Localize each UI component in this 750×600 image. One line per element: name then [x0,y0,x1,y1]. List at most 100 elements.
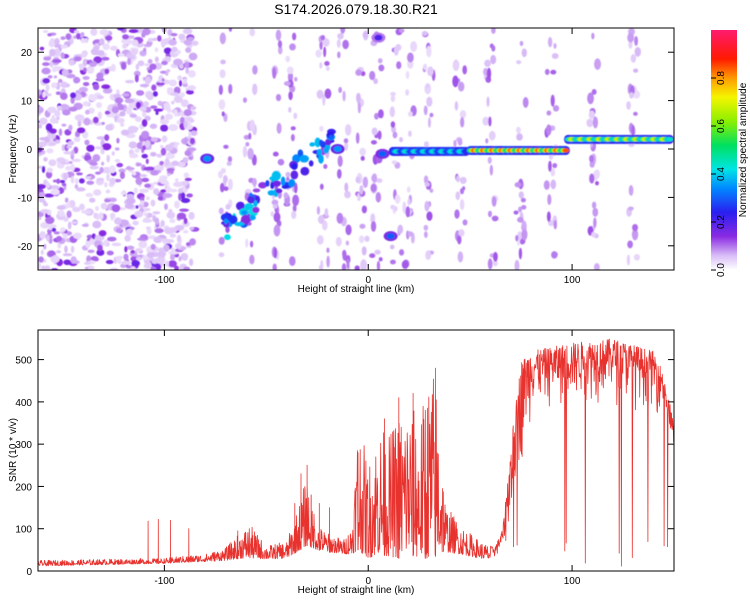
spectrogram-noise-cell [85,240,91,249]
spectrogram-noise-cell [82,76,90,80]
spectrogram-streak-cell [546,211,551,222]
spectrogram-noise-cell [92,154,101,162]
spectrogram-noise-cell [173,181,183,187]
spectrogram-noise-cell [68,160,73,164]
spectrogram-noise-cell [109,93,114,101]
spectrogram-streak-cell [489,164,494,176]
spectrogram-streak-cell [389,106,395,118]
spectrogram-streak-cell [452,59,460,72]
spectrogram-noise-cell [70,92,77,99]
spectrogram-noise-cell [156,251,167,257]
spectrogram-noise-cell [58,128,63,137]
spectrogram-noise-cell [101,161,105,166]
spectrogram-noise-cell [159,70,168,74]
spectrogram-noise-cell [120,129,130,136]
spectrogram-noise-cell [128,141,138,149]
spectrogram-streak-cell [389,259,396,265]
spectrogram-noise-cell [44,93,52,97]
spectrogram-noise-cell [187,85,196,91]
spectrogram-streak-cell [453,139,457,148]
spectrogram-track-cell [253,200,258,208]
spectrogram-noise-cell [179,116,185,124]
spectrogram-noise-cell [56,157,66,163]
spectrogram-noise-cell [78,86,89,93]
spectrogram-streak-cell [586,118,594,128]
spectrogram-streak-cell [591,89,597,95]
spectrogram-noise-cell [169,218,176,224]
spectrogram-streak-cell [337,51,341,59]
spectrogram-noise-cell [186,147,197,152]
spectrogram-streak-cell [289,43,296,51]
spectrogram-noise-cell [42,78,50,84]
spectrogram-noise-cell [92,83,100,91]
spectrogram-spot [378,150,387,157]
spectrogram-noise-cell [84,139,90,146]
spectrogram-noise-cell [165,185,171,193]
spectrogram-noise-cell [170,247,176,255]
spectrogram-noise-cell [127,125,138,134]
spectrogram-noise-cell [70,256,77,264]
spectrogram-noise-cell [182,78,188,85]
spectrogram-noise-cell [174,200,180,209]
spectrogram-noise-cell [185,89,194,95]
spectrogram-noise-cell [98,38,105,46]
spectrogram-noise-cell [168,79,177,87]
spectrogram-noise-cell [101,143,112,151]
spectrogram-streak-cell [390,95,396,102]
spectrogram-streak-cell [371,127,378,136]
spectrogram-noise-cell [54,38,60,46]
spectrogram-streak-cell [458,229,465,237]
spectrogram-streak-cell [551,53,559,59]
spectrogram-streak-cell [376,260,381,270]
spectrogram-noise-cell [68,106,78,112]
spectrogram-noise-cell [56,178,61,184]
spectrogram-track-cell [299,155,309,163]
spectrogram-noise-cell [150,199,156,207]
spectrogram-streak-cell [514,259,520,270]
spectrogram-streak-cell [457,251,464,263]
spectrogram-noise-cell [111,242,122,247]
spectrogram-noise-cell [51,227,57,232]
spectrogram-streak-cell [592,116,599,129]
spectrogram-noise-cell [161,135,168,143]
spectrogram-noise-cell [154,217,160,225]
spectrogram-noise-cell [183,109,192,117]
spectrogram-noise-cell [42,29,49,34]
spectrogram-noise-cell [68,59,75,66]
spectrogram-noise-cell [150,137,158,142]
spectrogram-streak-cell [316,206,321,215]
spectrogram-streak-cell [252,65,258,75]
colorbar-tick-label: 0.6 [716,119,727,133]
spectrogram-noise-cell [141,153,148,159]
spectrogram-streak-cell [273,247,278,259]
spectrogram-track-cell [241,210,248,215]
spectrogram-noise-cell [137,60,145,67]
snr-frame [37,329,675,572]
spectrogram-streak-cell [323,46,327,58]
spectrogram-noise-cell [43,56,52,61]
spectrogram-streak-cell [631,124,635,137]
spectrogram-streak-cell [226,161,232,166]
spectrogram-streak-cell [406,186,411,193]
spectrogram-noise-cell [173,58,183,66]
spectrogram-noise-cell [65,33,72,41]
spectrogram-noise-cell [99,166,104,174]
spectrogram-noise-cell [178,192,182,201]
spectrogram-streak-cell [459,110,467,119]
spectrogram-streak-cell [491,215,499,222]
spectrogram-noise-cell [180,197,191,204]
spectrogram-streak-cell [223,144,229,149]
spectrogram-noise-cell [101,121,105,125]
spectrogram-noise-cell [96,177,105,181]
spectrogram-streak-cell [316,89,324,99]
spectrogram-noise-cell [86,265,95,270]
spectrogram-noise-cell [81,210,91,214]
spectrogram-noise-cell [150,151,157,157]
spectrogram-streak-cell [345,240,350,246]
spectrogram-streak-cell [291,210,297,220]
spectrogram-noise-cell [38,256,44,263]
spectrogram-streak-cell [273,212,281,223]
spectrogram-noise-cell [116,137,120,144]
spectrogram-streak-cell [293,182,298,194]
spectrogram-streak-cell [272,67,277,79]
